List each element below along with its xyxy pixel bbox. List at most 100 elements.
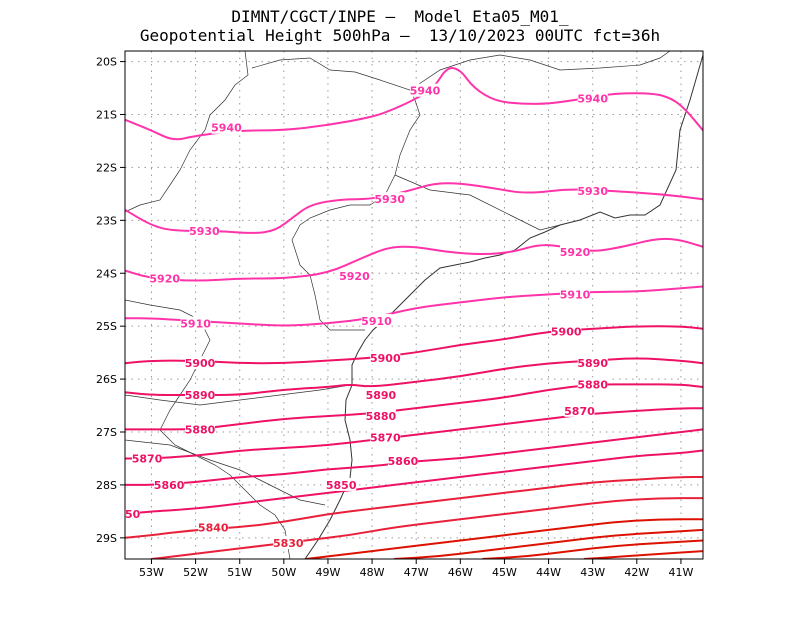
contour-label-bg [189, 223, 220, 237]
contour-label-bg [273, 536, 304, 550]
contour-label: 5890 [185, 389, 216, 402]
contour-5910 [125, 285, 703, 327]
lat-label: 20S [96, 56, 117, 69]
lon-label: 52W [183, 566, 208, 579]
contour-label-bg [410, 83, 441, 97]
lon-label: 42W [624, 566, 649, 579]
contour-label-bg [365, 409, 396, 423]
contour-5820 [305, 518, 703, 559]
contour-label: 5940 [577, 93, 608, 106]
contour-5810 [394, 528, 703, 559]
contour-lines [125, 67, 703, 559]
contour-label: 5900 [370, 352, 401, 365]
lat-label: 24S [96, 267, 117, 280]
contour-label-bg [125, 507, 140, 521]
lon-label: 53W [139, 566, 164, 579]
contour-label: 5910 [361, 315, 392, 328]
contour-label-bg [185, 422, 216, 436]
contour-5840 [125, 476, 703, 539]
contour-label: 5930 [374, 193, 405, 206]
lat-label: 23S [96, 214, 117, 227]
contour-label-bg [132, 451, 163, 465]
state-border-6 [125, 439, 326, 506]
contour-label-bg [370, 350, 401, 364]
contour-5790 [583, 550, 703, 559]
contour-label: 5850 [110, 508, 141, 521]
contour-label: 5910 [560, 288, 591, 301]
contour-label-bg [339, 268, 370, 282]
latitude-labels: 20S 21S 22S 23S 24S 25S 26S 27S 28S 29S [96, 56, 117, 545]
contour-label: 5920 [339, 270, 370, 283]
contour-label: 5860 [154, 479, 185, 492]
lon-label: 46W [448, 566, 473, 579]
contour-label-bg [365, 387, 396, 401]
contour-5830 [151, 497, 703, 559]
axis-ticks [120, 61, 682, 564]
contour-label: 5860 [388, 455, 419, 468]
contour-label: 5940 [211, 122, 242, 135]
longitude-labels: 53W 52W 51W 50W 49W 48W 47W 46W 45W 44W 43W 42W 41W [139, 566, 693, 579]
contour-label: 5900 [185, 357, 216, 370]
contour-label-bg [577, 356, 608, 370]
contour-label-bg [149, 271, 180, 285]
contour-label-bg [387, 454, 418, 468]
contour-label: 5930 [577, 185, 608, 198]
contour-label: 5930 [189, 225, 220, 238]
contour-5800 [482, 539, 703, 559]
contour-label-bg [564, 403, 595, 417]
contour-label-bg [560, 245, 591, 259]
lon-label: 50W [271, 566, 296, 579]
contour-label: 5890 [366, 389, 397, 402]
lat-label: 22S [96, 161, 117, 174]
state-border-5 [125, 384, 351, 406]
contour-label-bg [180, 316, 211, 330]
contour-label: 5830 [273, 537, 304, 550]
lon-label: 41W [669, 566, 694, 579]
contour-labels: 5940 5940 5940 5930 5930 5930 5920 5920 5920 5910… [110, 83, 608, 550]
contour-label-bg [326, 477, 357, 491]
contour-label-bg [370, 430, 401, 444]
lon-label: 48W [360, 566, 385, 579]
lon-label: 49W [316, 566, 341, 579]
contour-label: 5870 [564, 405, 595, 418]
lon-label: 45W [492, 566, 517, 579]
contour-label: 5940 [410, 85, 441, 98]
lon-label: 44W [536, 566, 561, 579]
contour-5920 [125, 237, 703, 282]
contour-label-bg [551, 324, 582, 338]
contour-label: 5880 [366, 410, 397, 423]
contour-5940 [125, 67, 703, 141]
contour-label: 5840 [198, 521, 229, 534]
contour-label-bg [198, 520, 229, 534]
contour-5850 [125, 449, 703, 515]
state-border-3 [409, 51, 671, 91]
lon-label: 43W [580, 566, 605, 579]
coastline [304, 54, 703, 559]
lon-label: 51W [227, 566, 252, 579]
lon-label: 47W [404, 566, 429, 579]
contour-label: 5880 [185, 423, 216, 436]
contour-label: 5920 [149, 273, 180, 286]
contour-label-bg [560, 287, 591, 301]
plot-frame [124, 50, 704, 560]
contour-label: 5900 [551, 325, 582, 338]
lat-label: 28S [96, 479, 117, 492]
contour-label: 5870 [370, 431, 401, 444]
contour-label: 5870 [132, 452, 163, 465]
contour-label: 5910 [180, 318, 211, 331]
contour-label-bg [577, 184, 608, 198]
lat-label: 25S [96, 320, 117, 333]
lat-label: 29S [96, 532, 117, 545]
state-border-4 [394, 174, 561, 231]
contour-label-bg [577, 91, 608, 105]
lat-label: 26S [96, 373, 117, 386]
contour-label-bg [374, 192, 405, 206]
contour-label: 5850 [326, 479, 357, 492]
contour-label: 5890 [577, 357, 608, 370]
contour-label-bg [361, 313, 392, 327]
contour-label-bg [185, 356, 216, 370]
contour-label: 5880 [577, 378, 608, 391]
lat-label: 21S [96, 109, 117, 122]
contour-label-bg [211, 120, 242, 134]
